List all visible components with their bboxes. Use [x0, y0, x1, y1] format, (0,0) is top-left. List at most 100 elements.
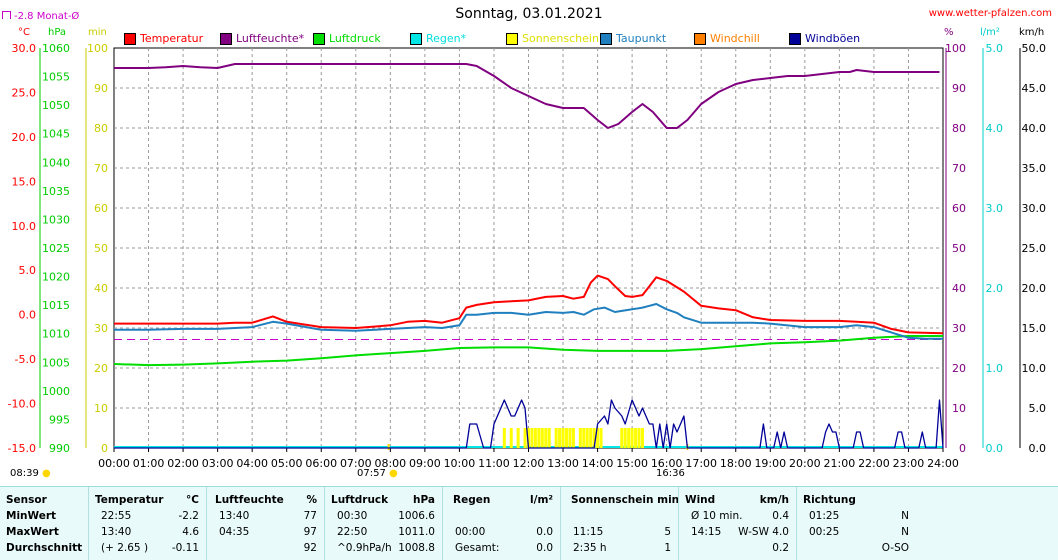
temperature-axis-tick: 10.0	[12, 220, 37, 233]
table-row: 14:15 W-SW 4.0	[679, 524, 797, 540]
table-cell: 04:35	[219, 526, 250, 538]
x-tick-label: 10:00	[444, 457, 476, 470]
table-cell: 13:40	[219, 510, 250, 522]
temperature-axis-tick: -15.0	[8, 442, 36, 455]
rain-axis-tick: 5.0	[986, 42, 1004, 55]
table-row: 13:40 4.6	[89, 524, 207, 540]
humidity-axis-tick: 30	[952, 322, 966, 335]
table-cell: N	[901, 526, 909, 538]
table-header: Regen l/m²	[443, 492, 561, 508]
table-cell: 22:55	[101, 510, 132, 522]
wind-axis-tick: 5.0	[1029, 402, 1047, 415]
table-row: 92	[207, 540, 325, 556]
sunshine-bar	[599, 428, 603, 448]
x-tick-label: 18:00	[720, 457, 752, 470]
sunshine-bar	[544, 428, 548, 448]
summary-table: Sensor MinWert MaxWert Durchschnitt Temperat…	[0, 486, 1058, 560]
table-row: 01:25 N	[797, 508, 917, 524]
table-cell: (+ 2.65 )	[101, 542, 149, 554]
pressure-axis-tick: 1015	[42, 299, 70, 312]
pressure-axis-tick: 995	[49, 413, 70, 426]
legend-label: Windböen	[805, 32, 861, 45]
series-line-taupunkt	[114, 303, 943, 340]
legend-label: Luftfeuchte*	[236, 32, 305, 45]
sunrise-time: 08:39 ●	[10, 468, 51, 479]
table-cell: O-SO	[881, 542, 909, 554]
sunshine-axis-tick: 60	[94, 202, 108, 215]
legend-label: Temperatur	[140, 32, 204, 45]
x-tick-label: 03:00	[202, 457, 234, 470]
table-column: Sonnenschein min 11:15 5 2:35 h 1	[560, 487, 679, 560]
legend-swatch	[124, 32, 136, 45]
sunshine-bar	[634, 428, 638, 448]
sunshine-bar	[640, 428, 644, 448]
sunshine-bar	[623, 428, 627, 448]
x-tick-label: 23:00	[893, 457, 925, 470]
table-cell: 22:50	[337, 526, 368, 538]
site-url[interactable]: www.wetter-pfalzen.com	[928, 8, 1052, 19]
table-cell: Gesamt:	[455, 542, 500, 554]
legend-label: Regen*	[426, 32, 467, 45]
table-cell: 1006.6	[398, 510, 435, 522]
legend-swatch	[506, 32, 518, 45]
x-tick-label: 04:00	[236, 457, 268, 470]
table-row: 13:40 77	[207, 508, 325, 524]
table-cell: Durchschnitt	[6, 542, 83, 554]
series-line-temperatur	[114, 274, 944, 335]
x-tick-label: 11:00	[478, 457, 510, 470]
wind-axis-tick: 25.0	[1022, 242, 1047, 255]
legend-item: Luftdruck	[313, 32, 381, 45]
sunshine-bar	[564, 428, 568, 448]
x-tick-label: 24:00	[927, 457, 959, 470]
temperature-axis-tick: -10.0	[8, 398, 36, 411]
wind-axis-tick: 10.0	[1022, 362, 1047, 375]
x-tick-label: 13:00	[547, 457, 579, 470]
unit-wind: km/h	[1019, 27, 1045, 38]
chart-title: Sonntag, 03.01.2021	[455, 6, 603, 22]
series-line-windböen	[114, 399, 944, 449]
sunshine-bar	[582, 428, 586, 448]
x-tick-label: 08:00	[374, 457, 406, 470]
pressure-axis-tick: 990	[49, 442, 70, 455]
humidity-axis-tick: 90	[952, 82, 966, 95]
table-column: Sensor MinWert MaxWert Durchschnitt	[0, 487, 88, 560]
table-cell: 92	[303, 542, 317, 554]
table-row: Ø 10 min. 0.4	[679, 508, 797, 524]
table-cell: -0.11	[171, 542, 199, 554]
x-tick-label: 20:00	[789, 457, 821, 470]
table-cell: 13:40	[101, 526, 132, 538]
temperature-axis-tick: 20.0	[12, 131, 37, 144]
sunshine-bar	[530, 428, 534, 448]
legend-swatch	[789, 32, 801, 45]
temperature-axis-tick: 25.0	[12, 86, 37, 99]
table-header-cell: Richtung	[803, 494, 856, 506]
series-line-luftfeuchte	[114, 63, 940, 129]
table-row: 00:25 N	[797, 524, 917, 540]
table-cell: 00:25	[809, 526, 840, 538]
table-cell: 0.2	[772, 542, 789, 554]
table-row: 22:50 1011.0	[325, 524, 443, 540]
humidity-axis-tick: 20	[952, 362, 966, 375]
table-cell: 2:35 h	[573, 542, 607, 554]
sunshine-bar	[585, 428, 589, 448]
legend-item: Windchill	[694, 32, 760, 45]
x-tick-label: 15:00	[616, 457, 648, 470]
x-tick-label: 19:00	[754, 457, 786, 470]
table-header-cell: hPa	[413, 494, 435, 506]
pressure-axis-tick: 1020	[42, 271, 70, 284]
sunshine-axis-tick: 100	[87, 42, 108, 55]
table-cell: MaxWert	[6, 526, 59, 538]
temperature-axis-tick: 30.0	[12, 42, 37, 55]
legend-swatch	[220, 32, 232, 45]
table-cell: 0.4	[772, 510, 789, 522]
sunshine-bar	[637, 428, 641, 448]
table-header-cell: Sonnenschein min	[571, 494, 680, 506]
marker-time-2: 16:36	[656, 468, 685, 479]
pressure-axis-tick: 1040	[42, 156, 70, 169]
table-row: O-SO	[797, 540, 917, 556]
table-row: 11:15 5	[561, 524, 679, 540]
table-row: 2:35 h 1	[561, 540, 679, 556]
table-header-cell: l/m²	[530, 494, 553, 506]
table-row: Gesamt: 0.0	[443, 540, 561, 556]
table-cell: 14:15	[691, 526, 722, 538]
